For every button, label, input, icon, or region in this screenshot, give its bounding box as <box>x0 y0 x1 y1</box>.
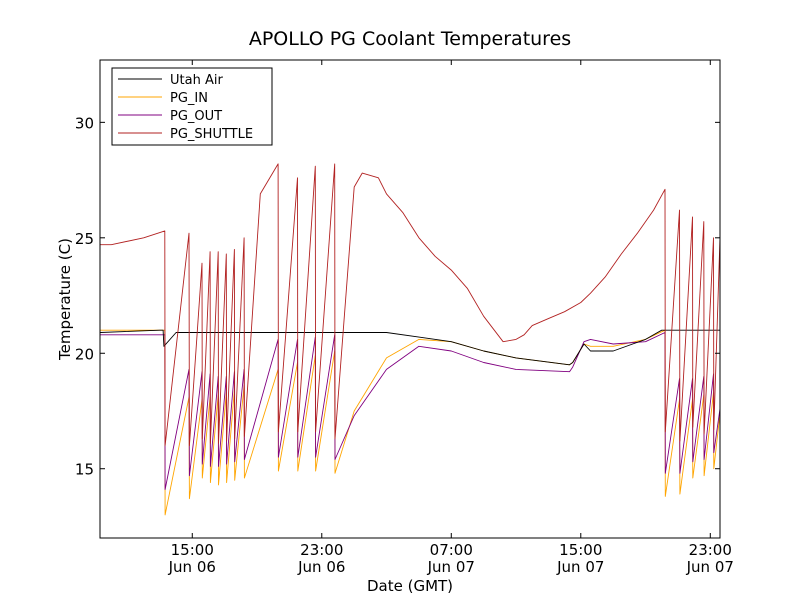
legend-label-utah-air: Utah Air <box>170 73 223 88</box>
y-axis-ticks: 15 20 25 30 <box>75 114 720 479</box>
legend-label-pg-out: PG_OUT <box>170 109 222 124</box>
plot-frame <box>99 59 721 539</box>
y-tick-label-2: 25 <box>75 230 94 248</box>
y-tick-label-0: 15 <box>75 461 94 479</box>
legend: Utah Air PG_IN PG_OUT PG_SHUTTLE <box>111 67 273 146</box>
legend-label-pg-shuttle: PG_SHUTTLE <box>170 127 253 142</box>
x-axis-label: Date (GMT) <box>367 577 453 595</box>
series-layer <box>100 163 720 516</box>
y-tick-label-1: 20 <box>75 345 94 363</box>
y-tick-label-3: 30 <box>75 114 94 132</box>
x-tick-date-4: Jun 07 <box>686 558 734 576</box>
x-tick-time-4: 23:00 <box>689 541 732 559</box>
x-tick-date-3: Jun 07 <box>556 558 604 576</box>
legend-box <box>111 67 273 146</box>
series-line-pg-shuttle <box>100 163 720 447</box>
x-tick-date-0: Jun 06 <box>168 558 216 576</box>
x-tick-date-2: Jun 07 <box>427 558 475 576</box>
chart-title: APOLLO PG Coolant Temperatures <box>249 28 571 50</box>
y-axis-label: Temperature (C) <box>56 238 74 361</box>
x-tick-date-1: Jun 06 <box>297 558 345 576</box>
series-line-utah-air <box>100 329 720 366</box>
x-tick-time-2: 07:00 <box>430 541 473 559</box>
x-tick-time-1: 23:00 <box>300 541 343 559</box>
x-tick-time-3: 15:00 <box>559 541 602 559</box>
x-tick-time-0: 15:00 <box>171 541 214 559</box>
legend-label-pg-in: PG_IN <box>170 91 208 106</box>
